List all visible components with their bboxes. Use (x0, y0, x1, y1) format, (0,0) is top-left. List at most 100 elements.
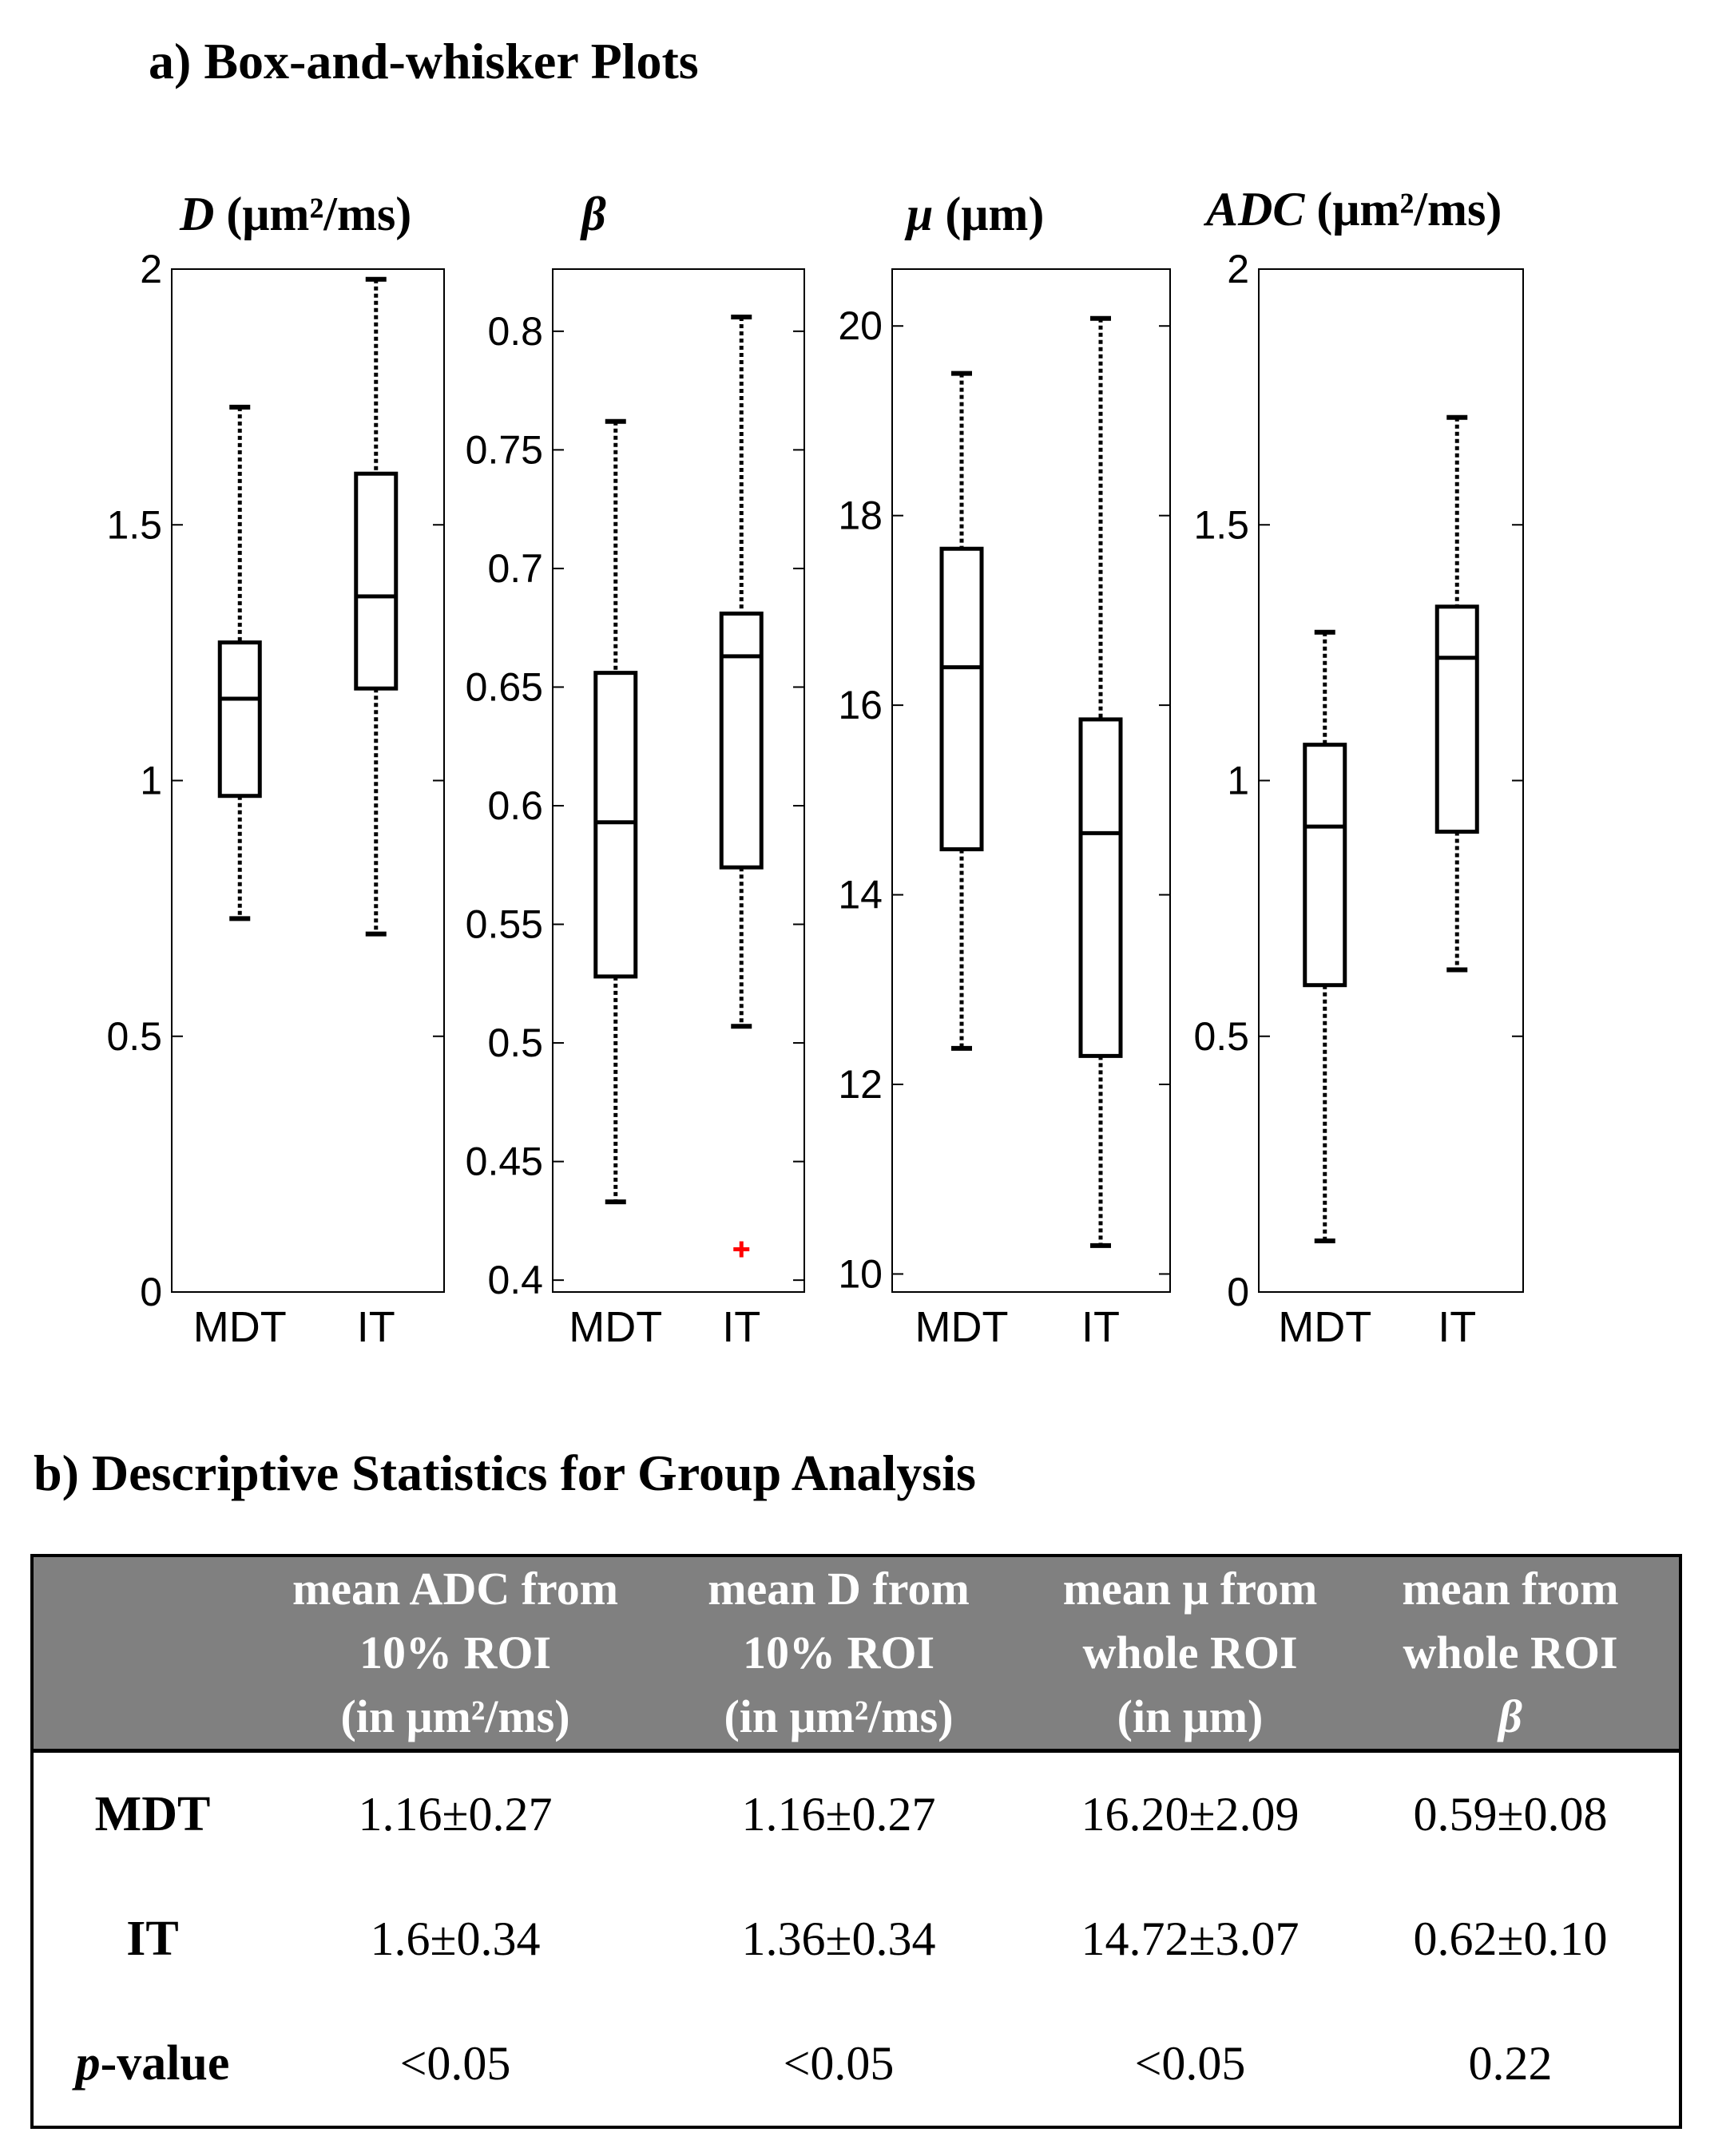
x-category-label: IT (357, 1303, 395, 1351)
box-iqr (719, 611, 764, 870)
table-cell: 0.59±0.08 (1413, 1787, 1608, 1841)
box-iqr (217, 640, 262, 799)
table-cell: <0.05 (1134, 2036, 1246, 2090)
header-line: 10% ROI (742, 1627, 935, 1678)
panel-title: D (μm²/ms) (179, 188, 411, 240)
header-line: whole ROI (1403, 1627, 1618, 1678)
box-iqr (1434, 604, 1479, 834)
plot-frame (552, 268, 805, 1293)
x-category-label: MDT (193, 1303, 287, 1351)
plot-frame (171, 268, 445, 1293)
y-tick-label: 14 (838, 873, 883, 917)
header-line: (in μm²/ms) (724, 1690, 954, 1742)
header-line: mean ADC from (292, 1563, 619, 1615)
y-tick-label: 2 (1227, 247, 1249, 291)
y-tick-label: 1.5 (106, 502, 162, 547)
table-header-cell (32, 1556, 272, 1753)
y-tick-label: 0.4 (487, 1258, 543, 1302)
table-cell: 1.16±0.27 (741, 1787, 936, 1841)
y-tick-label: 0.5 (487, 1021, 543, 1065)
row-label-text: MDT (94, 1786, 211, 1841)
table-row: MDT 1.16±0.27 1.16±0.27 16.20±2.09 0.59±… (32, 1751, 1680, 1877)
box-plots-figure: D (μm²/ms) 0 0.5 1 1.5 2 MDT IT β 0.4 0.45 0.5 0.55 0… (106, 183, 1524, 1351)
table-header-cell: mean μ from whole ROI (in μm) (1038, 1556, 1342, 1753)
row-label-text: IT (126, 1911, 179, 1966)
x-category-label: IT (1081, 1303, 1120, 1351)
y-tick-label: 0.6 (487, 783, 543, 828)
y-tick-label: 0.45 (466, 1139, 543, 1184)
row-label: IT (32, 1877, 272, 2002)
y-tick-label: 1 (1227, 759, 1249, 803)
panel-title: β (580, 188, 606, 240)
y-tick-label: 16 (838, 683, 883, 727)
table-header-cell: mean from whole ROI β (1342, 1556, 1680, 1753)
box-iqr (354, 471, 399, 691)
table-header-cell: mean D from 10% ROI (in μm²/ms) (639, 1556, 1038, 1753)
table-cell: 14.72±3.07 (1081, 1912, 1300, 1965)
y-tick-label: 2 (140, 247, 162, 291)
row-label-prefix: p (75, 2035, 101, 2091)
header-line: mean μ from (1062, 1563, 1318, 1615)
section-a-title: a) Box-and-whisker Plots (149, 33, 699, 89)
panel-title-unit: (μm²/ms) (214, 188, 411, 240)
panel-title-symbol: β (580, 188, 606, 240)
x-category-label: IT (1438, 1303, 1476, 1351)
x-category-label: MDT (915, 1303, 1009, 1351)
row-label: p-value (32, 2002, 272, 2127)
box-iqr (593, 671, 638, 979)
header-line: mean from (1402, 1563, 1619, 1615)
y-tick-label: 1.5 (1193, 502, 1249, 547)
panel-title: ADC (μm²/ms) (1203, 183, 1502, 236)
table-cell: <0.05 (783, 2036, 895, 2090)
section-b-title: b) Descriptive Statistics for Group Anal… (34, 1445, 976, 1501)
header-line: (in μm) (1117, 1690, 1264, 1742)
table-cell: 0.22 (1468, 2036, 1553, 2090)
y-tick-label: 20 (838, 303, 883, 348)
header-line: whole ROI (1082, 1627, 1298, 1678)
header-line: (in μm²/ms) (340, 1690, 570, 1742)
box-iqr (939, 546, 984, 852)
table-cell: 1.36±0.34 (741, 1912, 936, 1965)
y-tick-label: 0.65 (466, 664, 543, 709)
y-tick-label: 1 (140, 759, 162, 803)
y-tick-label: 0 (140, 1270, 162, 1314)
y-tick-label: 10 (838, 1251, 883, 1296)
row-label: MDT (32, 1751, 272, 1877)
table-row: IT 1.6±0.34 1.36±0.34 14.72±3.07 0.62±0.… (32, 1877, 1680, 2002)
y-tick-label: 18 (838, 493, 883, 538)
y-tick-label: 0.75 (466, 427, 543, 472)
y-tick-label: 0 (1227, 1270, 1249, 1314)
x-category-label: MDT (569, 1303, 662, 1351)
table-header-cell: mean ADC from 10% ROI (in μm²/ms) (272, 1556, 639, 1753)
panel-title-symbol: μ (904, 188, 933, 240)
y-tick-label: 0.8 (487, 309, 543, 354)
box-iqr (1303, 743, 1347, 988)
table-header-row: mean ADC from 10% ROI (in μm²/ms) mean D… (32, 1556, 1680, 1753)
table-cell: 1.16±0.27 (358, 1787, 553, 1841)
panel-title-unit: (μm) (933, 188, 1044, 240)
y-tick-label: 0.5 (106, 1014, 162, 1059)
table-cell: 0.62±0.10 (1413, 1912, 1608, 1965)
y-tick-label: 0.5 (1193, 1014, 1249, 1059)
table-cell: 16.20±2.09 (1081, 1787, 1300, 1841)
table-cell: 1.6±0.34 (370, 1912, 541, 1965)
header-line: mean D from (708, 1563, 970, 1615)
y-tick-label: 0.7 (487, 546, 543, 591)
x-category-label: MDT (1278, 1303, 1371, 1351)
box-iqr (1078, 717, 1123, 1058)
header-line: 10% ROI (359, 1627, 552, 1678)
panel-title-symbol: ADC (1203, 183, 1305, 236)
descriptive-statistics-table: mean ADC from 10% ROI (in μm²/ms) mean D… (30, 1554, 1682, 2129)
header-line: β (1498, 1690, 1522, 1742)
table-row: p-value <0.05 <0.05 <0.05 0.22 (32, 2002, 1680, 2127)
table-cell: <0.05 (399, 2036, 511, 2090)
y-tick-label: 0.55 (466, 902, 543, 947)
plot-frame (1258, 268, 1524, 1293)
panel-title: μ (μm) (904, 188, 1044, 240)
panel-title-symbol: D (179, 188, 214, 240)
row-label-text: -value (100, 2035, 230, 2091)
y-tick-label: 12 (838, 1062, 883, 1107)
plot-frame (891, 268, 1171, 1293)
x-category-label: IT (722, 1303, 760, 1351)
panel-title-unit: (μm²/ms) (1304, 183, 1502, 236)
